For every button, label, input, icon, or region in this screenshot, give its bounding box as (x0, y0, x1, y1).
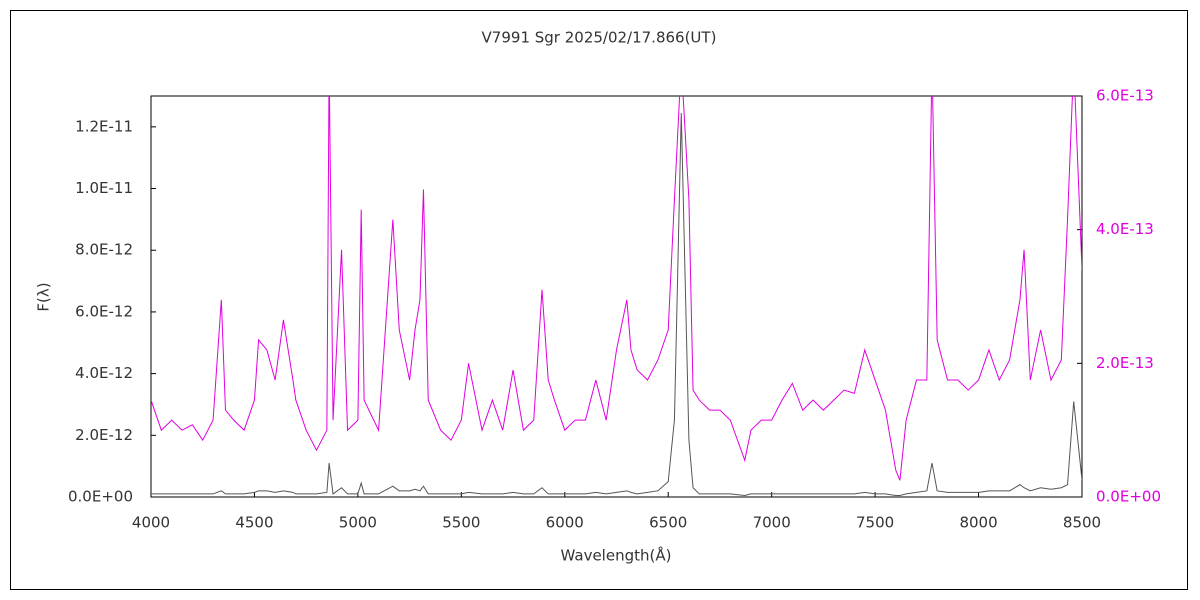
plot-area (150, 95, 1083, 498)
x-tick-label: 4000 (132, 514, 170, 532)
y2-tick-label: 4.0E-13 (1096, 220, 1154, 238)
y-tick-label: 0.0E+00 (68, 488, 133, 506)
y2-tick-label: 0.0E+00 (1096, 488, 1161, 506)
chart-title: V7991 Sgr 2025/02/17.866(UT) (482, 29, 717, 47)
y2-tick-label: 2.0E-13 (1096, 354, 1154, 372)
y-tick-label: 1.0E-11 (75, 179, 133, 197)
x-tick-label: 8500 (1063, 514, 1101, 532)
y-tick-label: 4.0E-12 (75, 364, 133, 382)
x-tick-label: 5500 (442, 514, 480, 532)
y-axis-label: F(λ) (35, 282, 53, 311)
y-tick-label: 6.0E-12 (75, 302, 133, 320)
x-tick-label: 4500 (235, 514, 273, 532)
x-tick-label: 8000 (959, 514, 997, 532)
x-tick-label: 7500 (856, 514, 894, 532)
spectrum-line (151, 112, 1082, 496)
y-tick-label: 8.0E-12 (75, 241, 133, 259)
plot-lines (151, 96, 1082, 496)
spectrum-line (151, 96, 1082, 481)
frame (10, 10, 1188, 590)
x-axis-label: Wavelength(Å) (561, 546, 672, 565)
x-tick-label: 7000 (753, 514, 791, 532)
y-tick-label: 1.2E-11 (75, 117, 133, 135)
y2-tick-label: 6.0E-13 (1096, 87, 1154, 105)
x-tick-label: 6500 (649, 514, 687, 532)
x-tick-label: 6000 (546, 514, 584, 532)
y-tick-label: 2.0E-12 (75, 426, 133, 444)
x-tick-label: 5000 (339, 514, 377, 532)
